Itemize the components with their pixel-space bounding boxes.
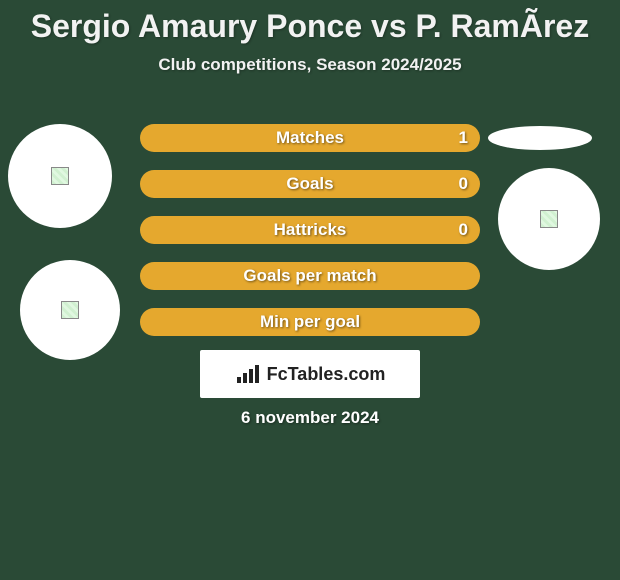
player-avatar-left-1 (8, 124, 112, 228)
player-avatar-left-2 (20, 260, 120, 360)
stat-right-value: 0 (459, 216, 468, 244)
stat-label: Matches (140, 124, 480, 152)
comparison-card: Sergio Amaury Ponce vs P. RamÃ­rez Club … (0, 0, 620, 580)
player-avatar-right (498, 168, 600, 270)
brand-text: FcTables.com (267, 364, 386, 385)
stat-label: Goals (140, 170, 480, 198)
broken-image-icon (61, 301, 79, 319)
stat-label: Min per goal (140, 308, 480, 336)
stats-bars: Matches 1 Goals 0 Hattricks 0 Goals per … (140, 124, 480, 354)
stat-row-gpm: Goals per match (140, 262, 480, 290)
stat-row-matches: Matches 1 (140, 124, 480, 152)
brand-badge: FcTables.com (200, 350, 420, 398)
broken-image-icon (51, 167, 69, 185)
brand-chart-icon (235, 363, 261, 385)
stat-right-value: 0 (459, 170, 468, 198)
stat-row-hattricks: Hattricks 0 (140, 216, 480, 244)
page-title: Sergio Amaury Ponce vs P. RamÃ­rez (0, 0, 620, 45)
date-text: 6 november 2024 (0, 408, 620, 428)
broken-image-icon (540, 210, 558, 228)
subtitle: Club competitions, Season 2024/2025 (0, 55, 620, 75)
stat-right-value: 1 (459, 124, 468, 152)
decorative-ellipse (488, 126, 592, 150)
stat-row-goals: Goals 0 (140, 170, 480, 198)
stat-row-mpg: Min per goal (140, 308, 480, 336)
stat-label: Goals per match (140, 262, 480, 290)
stat-label: Hattricks (140, 216, 480, 244)
